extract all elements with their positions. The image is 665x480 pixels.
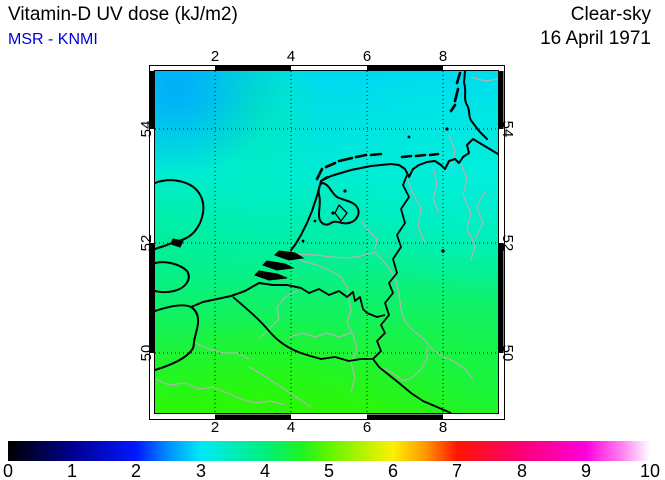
delta-islands <box>170 238 305 281</box>
page-title: Vitamin-D UV dose (kJ/m2) <box>8 4 238 25</box>
lon-label-top-6: 6 <box>362 48 372 65</box>
source-label: MSR - KNMI <box>8 31 98 48</box>
date-label: 16 April 1971 <box>540 28 651 49</box>
rivers <box>154 76 499 408</box>
uv-dose-field <box>155 71 498 413</box>
lon-label-top-8: 8 <box>438 48 448 65</box>
colorbar-tick-0: 0 <box>2 461 13 480</box>
colorbar-tick-7: 7 <box>451 461 462 480</box>
lon-label-bottom-4: 4 <box>286 419 296 436</box>
lon-label-top-4: 4 <box>286 48 296 65</box>
colorbar-gradient <box>8 441 650 461</box>
wadden-islands <box>315 71 462 181</box>
colorbar-tick-6: 6 <box>387 461 398 480</box>
lon-label-bottom-6: 6 <box>362 419 372 436</box>
map-canvas <box>149 65 505 420</box>
colorbar-tick-4: 4 <box>259 461 270 480</box>
condition-label: Clear-sky <box>570 4 651 25</box>
colorbar-tick-9: 9 <box>580 461 591 480</box>
map-overlay <box>149 65 505 420</box>
country-borders <box>232 174 452 414</box>
coastlines <box>154 70 499 371</box>
colorbar-tick-10: 10 <box>639 461 661 480</box>
graticule <box>155 71 498 413</box>
lon-label-bottom-8: 8 <box>438 419 448 436</box>
colorbar-tick-2: 2 <box>130 461 141 480</box>
colorbar-tick-3: 3 <box>195 461 206 480</box>
colorbar-tick-8: 8 <box>516 461 527 480</box>
map-frame <box>149 65 505 420</box>
lon-label-top-2: 2 <box>210 48 220 65</box>
map-dots <box>301 127 449 253</box>
lon-label-bottom-2: 2 <box>210 419 220 436</box>
colorbar-tick-5: 5 <box>323 461 334 480</box>
colorbar-tick-1: 1 <box>66 461 77 480</box>
